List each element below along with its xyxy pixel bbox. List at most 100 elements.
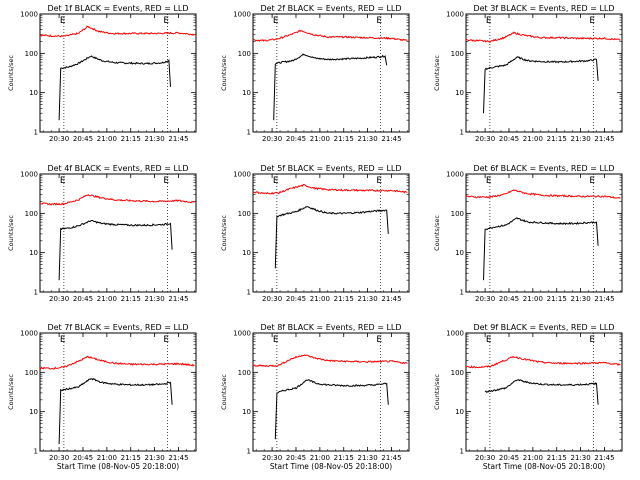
detector-panel: Det 2f BLACK = Events, RED = LLD Counts/s… xyxy=(220,4,410,143)
flag-label: E xyxy=(376,176,382,186)
x-tick-label: 20:45 xyxy=(499,454,519,462)
y-tick-label: 1 xyxy=(460,289,464,297)
x-tick-label: 21:15 xyxy=(547,135,567,143)
events-series-line xyxy=(483,56,599,114)
x-tick-label: 20:30 xyxy=(262,135,282,143)
panel-title: Det 7f BLACK = Events, RED = LLD xyxy=(47,323,188,332)
x-tick-label: 21:30 xyxy=(571,454,591,462)
x-tick-label: 21:00 xyxy=(310,295,330,303)
x-tick-label: 21:45 xyxy=(168,135,188,143)
plot-frame xyxy=(39,173,197,293)
detector-panel: Det 1f BLACK = Events, RED = LLD Counts/s… xyxy=(7,4,197,143)
detector-panel: Det 8f BLACK = Events, RED = LLD Counts/s… xyxy=(220,323,410,471)
x-tick-label: 20:30 xyxy=(49,454,69,462)
x-tick-label: 21:30 xyxy=(571,135,591,143)
plot-frame xyxy=(252,332,410,452)
x-tick-label: 20:45 xyxy=(286,454,306,462)
flag-label: E xyxy=(273,16,279,26)
y-axis-label: Counts/sec xyxy=(220,215,228,251)
y-tick-label: 1 xyxy=(460,129,464,137)
events-series-line xyxy=(483,217,599,281)
detector-panel: Det 6f BLACK = Events, RED = LLD Counts/s… xyxy=(433,164,623,303)
y-tick-label: 10 xyxy=(455,89,464,97)
y-tick-label: 10 xyxy=(455,408,464,416)
x-tick-label: 21:15 xyxy=(334,295,354,303)
flag-label: E xyxy=(163,335,169,345)
x-tick-label: 20:45 xyxy=(286,295,306,303)
detector-panel: Det 9f BLACK = Events, RED = LLD Counts/s… xyxy=(433,323,623,471)
x-tick-label: 20:45 xyxy=(73,454,93,462)
x-tick-label: 21:15 xyxy=(334,454,354,462)
x-tick-label: 21:30 xyxy=(358,135,378,143)
y-axis-label: Counts/sec xyxy=(7,374,15,410)
x-tick-label: 20:45 xyxy=(286,135,306,143)
plot-frame xyxy=(465,173,623,293)
plot-frame xyxy=(252,173,410,293)
panel-title: Det 3f BLACK = Events, RED = LLD xyxy=(473,4,614,13)
y-tick-label: 10 xyxy=(455,249,464,257)
plot-frame xyxy=(252,13,410,133)
x-tick-label: 20:45 xyxy=(499,135,519,143)
flag-label: E xyxy=(486,16,492,26)
panel-title: Det 2f BLACK = Events, RED = LLD xyxy=(260,4,401,13)
y-tick-label: 10 xyxy=(29,249,38,257)
flag-label: E xyxy=(273,335,279,345)
x-tick-label: 21:00 xyxy=(310,135,330,143)
x-tick-label: 21:30 xyxy=(571,295,591,303)
flag-label: E xyxy=(163,176,169,186)
x-tick-label: 20:30 xyxy=(262,295,282,303)
events-series-line xyxy=(274,378,389,440)
y-tick-label: 100 xyxy=(238,210,251,218)
flag-label: E xyxy=(273,176,279,186)
y-tick-label: 1 xyxy=(247,448,251,456)
lld-series-line xyxy=(465,355,621,369)
lld-series-line xyxy=(39,25,195,38)
x-tick-label: 21:15 xyxy=(121,295,141,303)
x-tick-label: 20:30 xyxy=(49,295,69,303)
events-series-line xyxy=(274,205,389,269)
x-axis-label: Start Time (08-Nov-05 20:18:00) xyxy=(483,462,605,471)
lld-series-line xyxy=(465,189,621,199)
x-tick-label: 21:30 xyxy=(145,295,165,303)
y-tick-label: 1 xyxy=(460,448,464,456)
y-tick-label: 1000 xyxy=(20,171,38,179)
y-tick-label: 100 xyxy=(238,369,251,377)
y-tick-label: 100 xyxy=(238,50,251,58)
y-tick-label: 100 xyxy=(25,369,38,377)
y-tick-label: 100 xyxy=(25,210,38,218)
events-series-line xyxy=(484,379,599,405)
y-tick-label: 100 xyxy=(451,369,464,377)
x-tick-label: 20:30 xyxy=(49,135,69,143)
y-tick-label: 1000 xyxy=(20,11,38,19)
x-tick-label: 21:00 xyxy=(523,135,543,143)
detector-panel: Det 3f BLACK = Events, RED = LLD Counts/s… xyxy=(433,4,623,143)
y-tick-label: 1 xyxy=(247,289,251,297)
y-axis-label: Counts/sec xyxy=(220,374,228,410)
flag-label: E xyxy=(589,176,595,186)
x-tick-label: 21:45 xyxy=(381,135,401,143)
x-axis-label: Start Time (08-Nov-05 20:18:00) xyxy=(57,462,179,471)
y-tick-label: 1000 xyxy=(233,330,251,338)
y-axis-label: Counts/sec xyxy=(433,215,441,251)
x-tick-label: 20:45 xyxy=(73,135,93,143)
flag-label: E xyxy=(589,335,595,345)
x-tick-label: 20:45 xyxy=(499,295,519,303)
panel-title: Det 6f BLACK = Events, RED = LLD xyxy=(473,164,614,173)
events-series-line xyxy=(273,53,388,121)
y-tick-label: 1000 xyxy=(446,171,464,179)
lld-series-line xyxy=(39,194,195,206)
flag-label: E xyxy=(60,176,66,186)
y-tick-label: 100 xyxy=(451,210,464,218)
events-series-line xyxy=(58,219,173,281)
flag-label: E xyxy=(486,176,492,186)
x-tick-label: 21:00 xyxy=(523,454,543,462)
y-axis-label: Counts/sec xyxy=(220,55,228,91)
panel-title: Det 9f BLACK = Events, RED = LLD xyxy=(473,323,614,332)
x-tick-label: 21:45 xyxy=(594,295,614,303)
y-tick-label: 1000 xyxy=(233,171,251,179)
x-tick-label: 21:15 xyxy=(334,135,354,143)
lld-series-line xyxy=(252,354,408,368)
panel-title: Det 4f BLACK = Events, RED = LLD xyxy=(47,164,188,173)
y-tick-label: 10 xyxy=(242,89,251,97)
x-tick-label: 21:15 xyxy=(547,454,567,462)
